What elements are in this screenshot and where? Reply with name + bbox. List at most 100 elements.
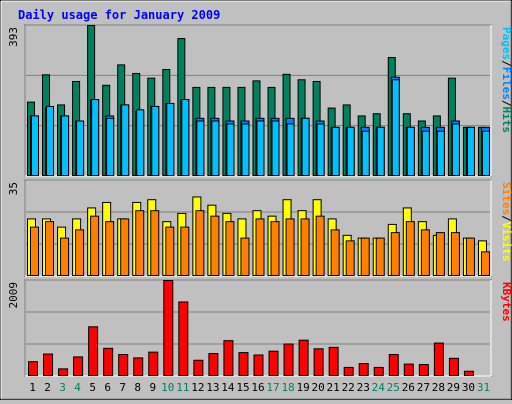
pages-bar [406,126,415,176]
hits-legend-separator: / [500,60,512,67]
x-tick-label: 13 [206,381,219,394]
legend-hits: Hits [500,107,512,134]
pages-bar [136,109,145,176]
x-tick-label: 9 [149,381,156,394]
kbytes-bar [433,342,444,377]
pages-bar [451,123,460,177]
x-tick-label: 8 [134,381,141,394]
legend-visits: Visits [500,222,512,262]
sites-bar [165,226,175,276]
kbytes-bar [343,366,354,377]
pages-bar [211,120,220,176]
hits-ymax-label: 393 [7,27,20,47]
sites-bar [300,218,310,276]
kbytes-bar [388,354,399,377]
sites-bar [315,215,325,277]
sites-bar [255,218,265,276]
x-tick-label: 1 [29,381,36,394]
visits-legend: Sites/Visits [500,182,512,262]
pages-bar [181,99,190,176]
pages-bar [316,123,325,177]
x-tick-label: 12 [191,381,204,394]
kbytes-bar [163,280,174,376]
kbytes-ymax-label: 2009 [7,282,20,309]
sites-bar [390,232,400,277]
sites-bar [330,229,340,276]
x-tick-label: 16 [251,381,264,394]
kbytes-bar [373,366,384,377]
kbytes-bar [328,346,339,376]
x-tick-label: 19 [296,381,309,394]
pages-bar [241,123,250,177]
visits-ymax-label: 35 [7,182,20,195]
sites-bar [345,240,355,276]
kbytes-bar [403,363,414,376]
sites-bar [120,218,130,276]
kbytes-bar [193,359,204,377]
x-tick-label: 2 [44,381,51,394]
sites-bar [420,229,430,276]
pages-bar [91,99,100,176]
kbytes-bar [223,340,234,377]
x-tick-label: 28 [432,381,445,394]
x-tick-label: 27 [417,381,430,394]
pages-bar [106,117,115,177]
kbytes-legend: KBytes [500,282,512,322]
sites-bar [480,251,490,276]
kbytes-bar [58,368,69,376]
legend-sites: Sites [500,182,512,215]
pages-bar [361,130,370,176]
pages-bar [481,130,490,176]
kbytes-bar [283,343,294,377]
x-tick-label: 31 [477,381,490,394]
kbytes-bar [43,353,54,377]
pages-bar [151,105,160,176]
sites-bar [240,237,250,277]
x-tick-label: 20 [312,381,325,394]
kbytes-bar [73,356,84,377]
pages-bar [301,117,310,177]
sites-bar [60,237,70,277]
pages-bar [466,126,475,176]
kbytes-bar [88,326,99,376]
kbytes-bar [298,339,309,376]
sites-bar [30,226,39,276]
pages-bar [271,120,280,176]
sites-bar [450,232,460,277]
x-tick-label: 10 [161,381,174,394]
x-tick-label: 17 [266,381,279,394]
kbytes-bar [253,354,264,376]
legend-files: Files [500,67,512,100]
kbytes-bar [238,352,249,376]
kbytes-bar [208,353,219,376]
legend-pages: Pages [500,27,512,60]
sites-bar [225,221,235,276]
pages-bar [31,115,39,176]
pages-bar [226,123,235,177]
legend-kbytes: KBytes [500,282,512,322]
pages-bar [166,102,175,176]
sites-bar [405,221,415,276]
sites-bar [75,229,85,276]
kbytes-bar [313,348,324,377]
x-tick-label: 5 [89,381,96,394]
x-tick-label: 25 [387,381,400,394]
x-tick-label: 7 [119,381,126,394]
x-tick-label: 3 [59,381,66,394]
pages-bar [121,104,130,176]
pages-bar [196,120,205,176]
kbytes-bar [418,364,429,377]
hits-legend: Pages/Files/Hits [500,27,512,133]
kbytes-bar [148,351,159,377]
kbytes-bar [178,301,189,376]
x-tick-label: 15 [236,381,249,394]
sites-bar [375,237,385,277]
kbytes-bar [118,354,129,377]
pages-bar [331,126,340,176]
x-tick-label: 29 [447,381,460,394]
sites-bar [465,237,475,277]
x-tick-label: 18 [281,381,294,394]
pages-bar [76,120,85,176]
